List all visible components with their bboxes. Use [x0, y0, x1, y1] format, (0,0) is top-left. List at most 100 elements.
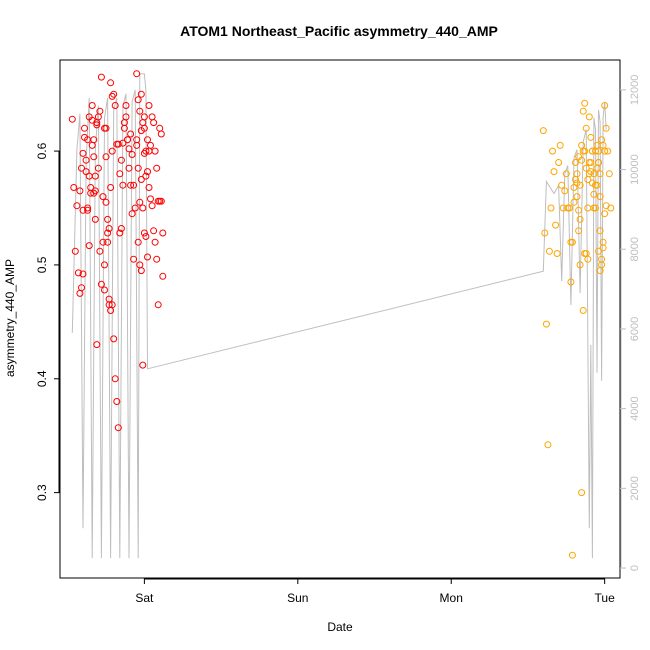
- series-1-point: [105, 225, 113, 232]
- series-1-point: [96, 247, 104, 255]
- series-1-point: [102, 198, 110, 206]
- series-1-point: [88, 141, 96, 149]
- series-1-point: [93, 119, 101, 127]
- series-1-point: [114, 424, 122, 432]
- series-1-point: [154, 301, 162, 309]
- series-2-point: [544, 441, 552, 449]
- series-2-point: [598, 255, 606, 263]
- series-2-point: [578, 489, 586, 497]
- series-1-point: [122, 102, 130, 109]
- series-2-point: [541, 229, 549, 237]
- y2-axis: 0 2000 4000 6000 8000 10000 12000: [620, 75, 641, 571]
- x-tick-label: Mon: [440, 591, 463, 605]
- series-2-point: [595, 159, 602, 166]
- series-1-point: [127, 181, 135, 189]
- plot-frame: [59, 59, 621, 579]
- series-1-point: [114, 140, 122, 148]
- series-2-point: [605, 170, 613, 178]
- y2-tick-label: 8000: [629, 237, 641, 261]
- series-1-point: [142, 172, 150, 180]
- series-1-point: [142, 147, 150, 155]
- series-1-point: [104, 215, 112, 223]
- series-1-point: [94, 164, 102, 172]
- series-1-point: [101, 286, 108, 294]
- series-2-point: [601, 210, 609, 218]
- series-1-point: [90, 153, 98, 161]
- series-2-point: [561, 187, 569, 195]
- series-1-point: [153, 255, 161, 263]
- series-1-point: [84, 136, 92, 144]
- series-2-point: [595, 247, 602, 255]
- series-1-point: [78, 164, 85, 172]
- series-1-point: [136, 261, 144, 269]
- series-1-point: [84, 204, 92, 212]
- series-1-point: [139, 119, 147, 127]
- series-1-point: [157, 197, 165, 205]
- series-1-point: [134, 164, 142, 172]
- series-1-point: [110, 90, 118, 98]
- series-2-point: [570, 184, 578, 191]
- series-1-point: [159, 272, 167, 280]
- series-1-point: [111, 102, 119, 109]
- series-1-point: [156, 124, 164, 132]
- series-1-point: [128, 210, 136, 218]
- series-1-point: [101, 261, 108, 269]
- series-1-point: [110, 335, 118, 343]
- series-2-point: [555, 159, 563, 166]
- series-2-point: [582, 124, 590, 132]
- series-2-point: [601, 102, 609, 109]
- series-2-point: [584, 204, 592, 212]
- series-2-point: [590, 190, 598, 198]
- series-2-point: [607, 204, 615, 212]
- series-1-point: [116, 229, 124, 237]
- series-1-point: [76, 187, 84, 195]
- series-2-point: [545, 247, 553, 255]
- series-1-point: [145, 184, 153, 191]
- series-2-point: [539, 127, 547, 135]
- series-2-point: [570, 198, 578, 206]
- series-1-point: [136, 198, 144, 206]
- series-1-point: [148, 202, 156, 210]
- x-tick-label: Sun: [287, 591, 308, 605]
- series-2-point: [596, 170, 604, 178]
- y-axis-label: asymmetry_440_AMP: [3, 259, 17, 377]
- series-1-point: [73, 202, 81, 210]
- series-2-point: [579, 107, 587, 115]
- series-2-point: [587, 133, 595, 141]
- y-tick-label: 0.6: [35, 142, 49, 159]
- series-1-point: [159, 229, 167, 237]
- y2-tick-label: 10000: [629, 154, 641, 185]
- series-1-point: [137, 176, 145, 183]
- series-1-point: [140, 229, 148, 237]
- series-1-point: [120, 119, 128, 127]
- series-1-point: [150, 119, 158, 127]
- series-1-point: [140, 113, 148, 121]
- y-axis: 0.3 0.4 0.5 0.6: [35, 142, 60, 501]
- y-tick-label: 0.3: [35, 484, 49, 501]
- series-2-point: [575, 206, 583, 214]
- series-1-point: [145, 102, 153, 109]
- series-2-point: [562, 170, 570, 178]
- series-1-point: [128, 151, 136, 158]
- series-1-point: [133, 136, 141, 144]
- series-2-point: [579, 307, 587, 314]
- series-2-point: [549, 147, 556, 155]
- series-2-point: [602, 124, 610, 132]
- series-2-point: [575, 227, 583, 235]
- series-2-point: [596, 193, 604, 201]
- series-1-point: [99, 193, 107, 201]
- series-2-point: [576, 181, 584, 189]
- line-series: [71, 73, 607, 559]
- series-1-point: [134, 96, 142, 104]
- series-1-point: [84, 206, 92, 214]
- y2-tick-label: 0: [629, 565, 641, 571]
- series-2-point: [550, 168, 558, 176]
- series-1-point: [133, 70, 141, 78]
- y2-tick-label: 4000: [629, 396, 641, 420]
- series-1-point: [71, 247, 79, 255]
- series-2-point: [576, 261, 584, 269]
- series-1-point: [124, 136, 131, 144]
- series-2-point: [565, 204, 573, 212]
- series-2-point: [593, 164, 601, 172]
